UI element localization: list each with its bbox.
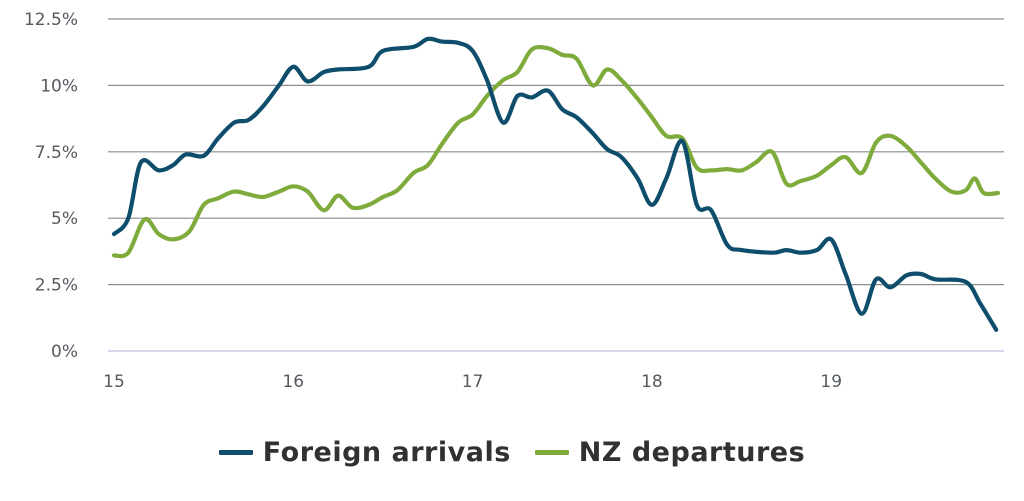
y-tick-label: 12.5% (24, 10, 78, 30)
legend: Foreign arrivals NZ departures (0, 430, 1024, 474)
x-tick-label: 19 (820, 372, 842, 392)
x-tick-label: 16 (282, 372, 304, 392)
y-tick-label: 2.5% (35, 276, 78, 296)
legend-item-nz-departures: NZ departures (534, 436, 806, 468)
legend-swatch-nz-departures (534, 449, 569, 455)
y-tick-label: 7.5% (35, 143, 78, 163)
y-tick-label: 10% (40, 76, 78, 96)
series-line-foreign-arrivals (111, 36, 999, 332)
series-line-nz-departures (111, 44, 1001, 259)
x-tick-label: 17 (462, 372, 484, 392)
legend-label-nz-departures: NZ departures (578, 436, 806, 468)
line-chart: 0% 2.5% 5% 7.5% 10% 12.5% 15 16 17 18 19 (24, 10, 1004, 392)
legend-item-foreign-arrivals: Foreign arrivals (218, 436, 511, 468)
legend-swatch-foreign-arrivals (218, 449, 253, 455)
x-tick-label: 18 (641, 372, 663, 392)
y-tick-label: 0% (51, 342, 78, 362)
x-tick-label: 15 (103, 372, 125, 392)
y-tick-label: 5% (51, 209, 78, 229)
legend-label-foreign-arrivals: Foreign arrivals (262, 436, 511, 468)
